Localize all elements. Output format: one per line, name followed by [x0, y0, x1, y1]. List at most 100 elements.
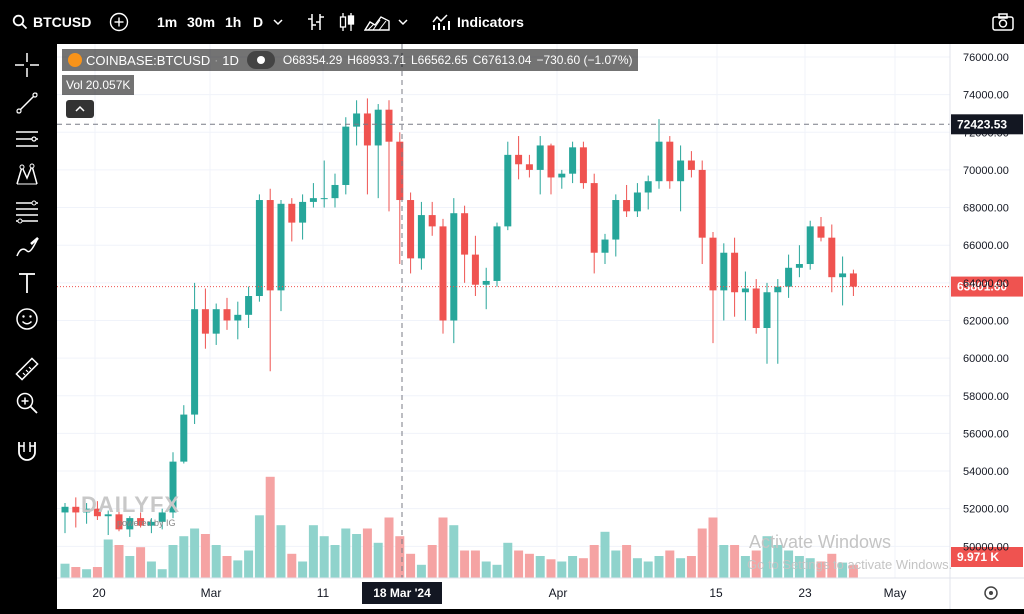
candles-style-button[interactable] [337, 0, 357, 44]
crosshair-date-label: 18 Mar '24 [373, 586, 431, 600]
volume-bar [848, 564, 858, 578]
interval-1h[interactable]: 1h [225, 14, 242, 30]
volume-bar [416, 564, 426, 578]
volume-bar [276, 525, 286, 578]
candle-body [839, 273, 847, 278]
candle-body [342, 126, 350, 185]
bars-style-button[interactable] [306, 0, 326, 44]
chart-style-dropdown[interactable] [397, 0, 409, 44]
ruler-icon [14, 356, 40, 387]
candle-body [169, 461, 177, 513]
candle-body [428, 215, 436, 227]
volume-bar [157, 569, 167, 578]
candle-body [137, 518, 145, 526]
area-style-button[interactable] [364, 0, 390, 44]
chart-pane[interactable]: 72423.53 63801.60 9.971 K 18 Mar '24 76000.… [57, 44, 1024, 609]
price-tick-label: 72000.00 [963, 127, 1009, 139]
chevron-down-icon [272, 16, 284, 28]
volume-bar [244, 550, 254, 578]
volume-bar [708, 517, 718, 578]
price-chart[interactable]: 72423.53 63801.60 9.971 K 18 Mar '24 76000.… [57, 44, 1024, 609]
legend-symbol: COINBASE:BTCUSD [86, 52, 211, 68]
fib-tool[interactable] [12, 198, 42, 228]
emoji-tool[interactable] [12, 306, 42, 336]
candlesticks [61, 98, 857, 537]
candle-body [61, 506, 69, 513]
candle-body [785, 267, 793, 287]
candle-body [806, 226, 814, 265]
compare-symbol-button[interactable] [109, 0, 129, 44]
candle-body [493, 226, 501, 281]
volume-bar [341, 528, 351, 578]
volume-bar [179, 536, 189, 578]
volume-bar [265, 476, 275, 578]
price-tick-label: 58000.00 [963, 391, 1009, 403]
volume-bar [168, 545, 178, 578]
collapse-legend-button[interactable] [66, 100, 94, 118]
volume-bar [773, 545, 783, 578]
volume-bar [578, 558, 588, 578]
volume-bar [827, 553, 837, 578]
crosshair-tool[interactable] [12, 52, 42, 82]
trend-line-icon [14, 90, 40, 121]
pitchfork-tool[interactable] [12, 126, 42, 156]
symbol-name: BTCUSD [33, 14, 92, 30]
candle-body [536, 145, 544, 170]
brush-tool[interactable] [12, 234, 42, 264]
volume-legend: Vol 20.057K [62, 75, 135, 95]
last-price-badge [951, 276, 1023, 297]
interval-dropdown[interactable] [272, 0, 284, 44]
text-tool[interactable] [12, 270, 42, 300]
price-tick-label: 70000.00 [963, 165, 1009, 177]
volume-bar [222, 556, 232, 578]
interval-30m[interactable]: 30m [187, 14, 216, 30]
candle-body [158, 512, 166, 522]
candle-body [299, 201, 307, 223]
trend-line-tool[interactable] [12, 90, 42, 120]
volume-bar [146, 561, 156, 578]
candle-body [234, 314, 242, 321]
volume-bar [697, 528, 707, 578]
volume-bar [514, 550, 524, 578]
time-tick-label: Mar [201, 586, 222, 600]
time-tick-label: 15 [709, 586, 723, 600]
price-tick-label: 76000.00 [963, 52, 1009, 64]
pattern-tool[interactable] [12, 162, 42, 192]
screenshot-button[interactable] [992, 0, 1014, 44]
candle-body [450, 213, 458, 321]
candle-body [417, 215, 425, 259]
timezone-settings-button[interactable] [982, 584, 1000, 602]
volume-bar [816, 561, 826, 578]
measure-tool[interactable] [12, 356, 42, 386]
indicators-label: Indicators [457, 14, 524, 30]
volume-bar [71, 567, 81, 578]
volume-bar [481, 561, 491, 578]
zoom-tool[interactable] [12, 390, 42, 420]
candle-body [795, 264, 803, 268]
volume-bar [654, 556, 664, 578]
indicators-button[interactable]: Indicators [431, 0, 524, 44]
powered-by-ig: powered by IG [117, 518, 176, 528]
candle-body [525, 164, 533, 170]
candle-body [374, 109, 382, 146]
volume-bar [308, 525, 318, 578]
dailyfx-logo: DAILYFX [81, 492, 181, 517]
legend-eye-icon[interactable] [246, 51, 275, 69]
candle-body [385, 109, 393, 142]
candle-body [461, 213, 469, 255]
volume-bar [470, 550, 480, 578]
interval-1m[interactable]: 1m [157, 14, 178, 30]
brush-icon [14, 234, 40, 265]
volume-badge [951, 547, 1023, 567]
volume-bar [60, 563, 70, 578]
volume-bar [643, 561, 653, 578]
candle-body [752, 288, 760, 329]
legend-interval: 1D [222, 52, 239, 68]
interval-d[interactable]: D [253, 14, 264, 30]
pattern-icon [14, 162, 40, 193]
volume-bar [103, 539, 113, 578]
magnet-tool[interactable] [12, 438, 42, 468]
volume-bar [319, 536, 329, 578]
candle-body [558, 173, 566, 178]
symbol-search[interactable]: BTCUSD [12, 0, 91, 44]
